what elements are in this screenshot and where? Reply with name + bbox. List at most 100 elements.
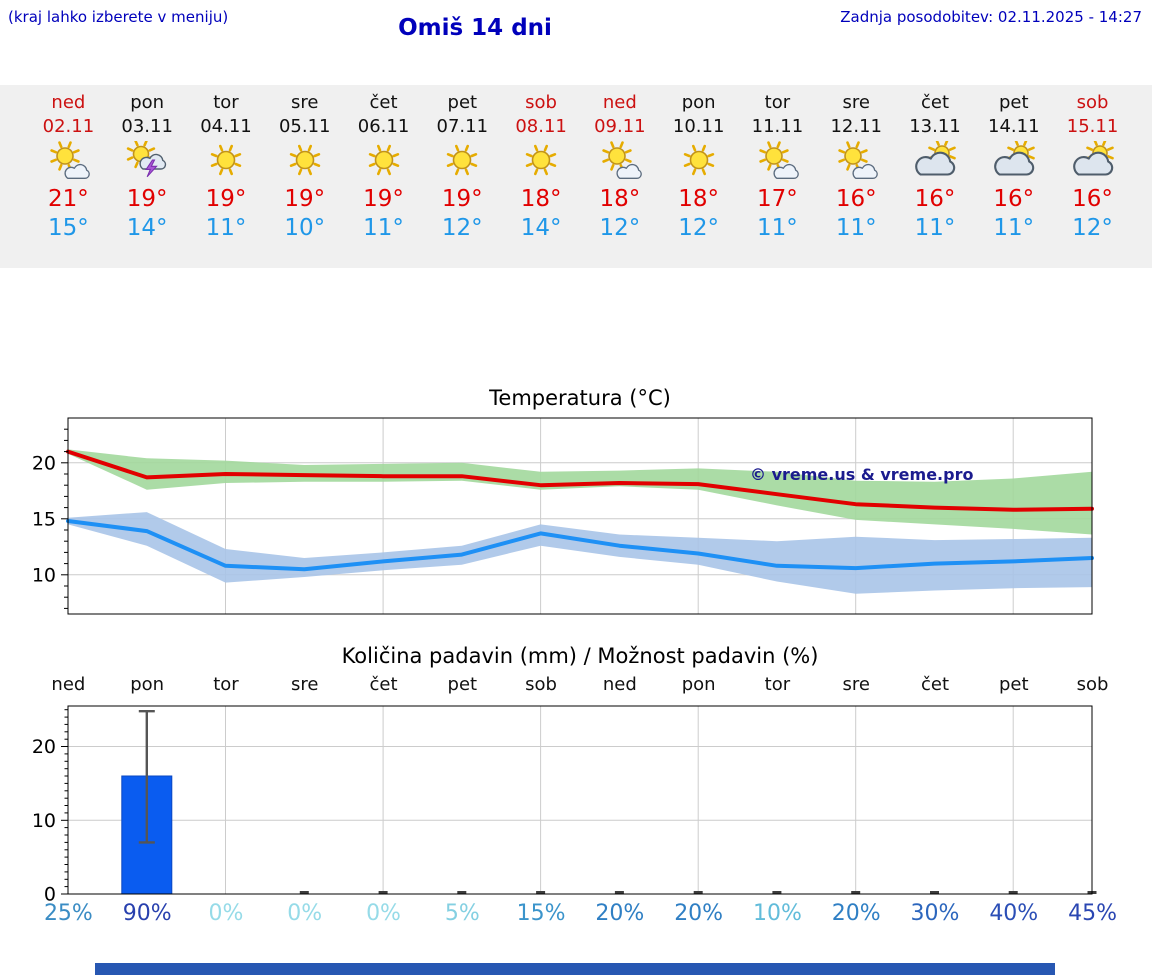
day-date: 09.11 — [594, 115, 646, 137]
day-column[interactable]: tor 04.11 19° 11° — [187, 85, 266, 268]
low-temp: 14° — [520, 215, 562, 242]
day-date: 11.11 — [751, 115, 804, 137]
cloud-sun-icon — [993, 141, 1035, 176]
precip-day-label: sre — [842, 674, 870, 695]
sun-cloud-icon — [602, 141, 642, 180]
sun-cloud-icon — [759, 141, 800, 180]
high-temp: 18° — [678, 186, 720, 213]
cloud-sun-icon — [915, 141, 956, 176]
day-strip-inner: ned 02.11 21° 15° pon 03.11 19° 14° tor 04.11 19° 1… — [29, 85, 1132, 268]
high-temp: 19° — [284, 186, 326, 213]
temperature-chart-title: Temperatura (°C) — [489, 386, 671, 410]
day-name: čet — [920, 92, 949, 113]
day-name: sre — [842, 92, 870, 113]
day-column[interactable]: ned 09.11 18° 12° — [580, 85, 659, 268]
high-temp: 18° — [520, 186, 562, 213]
day-column[interactable]: sre 12.11 16° 11° — [817, 85, 896, 268]
day-name: pon — [681, 92, 716, 113]
high-temp: 19° — [441, 186, 483, 213]
day-column[interactable]: pet 14.11 16° 11° — [974, 85, 1053, 268]
day-date: 14.11 — [988, 115, 1040, 137]
precip-prob-label: 20% — [595, 901, 645, 926]
bottom-bar — [95, 963, 1055, 975]
low-temp: 11° — [835, 215, 877, 242]
precip-day-label: pon — [130, 674, 165, 695]
precip-day-label: pon — [681, 674, 716, 695]
low-temp: 11° — [914, 215, 956, 242]
low-temp: 14° — [126, 215, 168, 242]
day-column[interactable]: čet 13.11 16° 11° — [896, 85, 975, 268]
day-name: ned — [51, 92, 86, 113]
low-temp: 11° — [757, 215, 798, 242]
precip-day-label: tor — [213, 674, 239, 695]
precip-day-label: tor — [764, 674, 791, 695]
precip-chart-title: Količina padavin (mm) / Možnost padavin … — [341, 644, 819, 668]
day-date: 12.11 — [830, 115, 882, 137]
low-temp: 10° — [284, 215, 326, 242]
day-column[interactable]: pon 10.11 18° 12° — [659, 85, 738, 268]
high-temp: 16° — [914, 186, 956, 213]
precip-day-label: sre — [291, 674, 319, 695]
precip-prob-label: 25% — [43, 901, 93, 926]
precip-prob-label: 45% — [1068, 901, 1117, 926]
menu-hint: (kraj lahko izberete v meniju) — [8, 8, 229, 26]
low-temp: 12° — [441, 215, 483, 242]
day-date: 10.11 — [672, 115, 725, 137]
precip-prob-label: 0% — [208, 901, 244, 926]
page-title: Omiš 14 dni — [398, 15, 552, 41]
precip-day-label: pet — [447, 674, 478, 695]
day-date: 02.11 — [42, 115, 95, 137]
precip-prob-label: 0% — [366, 901, 401, 926]
cloud-sun-icon — [1072, 141, 1114, 176]
day-strip: ned 02.11 21° 15° pon 03.11 19° 14° tor 04.11 19° 1… — [0, 85, 1152, 268]
high-temp: 21° — [48, 186, 89, 213]
sun-icon — [368, 144, 399, 176]
precip-prob-labels: 25% 90% 0% 0% 0% 5% 15% 20% 20% 10% 20% 30% 40% 45% — [29, 901, 1132, 926]
day-column[interactable]: pon 03.11 19° 14° — [108, 85, 187, 268]
day-date: 13.11 — [909, 115, 961, 137]
day-column[interactable]: čet 06.11 19° 11° — [344, 85, 423, 268]
day-column[interactable]: pet 07.11 19° 12° — [423, 85, 502, 268]
precip-day-label: sob — [525, 674, 557, 695]
svg-text:20: 20 — [32, 736, 56, 758]
precip-chart: 0 10 20 — [32, 705, 1097, 903]
low-temp: 11° — [993, 215, 1035, 242]
day-column[interactable]: sob 08.11 18° 14° — [502, 85, 581, 268]
precip-prob-label: 40% — [989, 901, 1039, 926]
precip-prob-label: 20% — [831, 901, 881, 926]
precip-prob-label: 15% — [516, 901, 566, 926]
svg-text:20: 20 — [32, 452, 56, 474]
day-date: 15.11 — [1066, 115, 1119, 137]
precip-day-label: ned — [602, 674, 637, 695]
high-temp: 18° — [599, 186, 641, 213]
precip-prob-label: 20% — [674, 901, 724, 926]
sun-icon — [525, 144, 557, 176]
low-temp: 12° — [678, 215, 720, 242]
day-name: pet — [447, 92, 478, 113]
day-date: 06.11 — [357, 115, 410, 137]
svg-text:15: 15 — [32, 508, 56, 530]
low-temp: 12° — [1072, 215, 1113, 242]
day-name: ned — [602, 92, 637, 113]
day-name: sob — [1076, 92, 1109, 113]
svg-text:10: 10 — [32, 564, 56, 586]
last-update: Zadnja posodobitev: 02.11.2025 - 14:27 — [840, 8, 1142, 26]
day-column[interactable]: sob 15.11 16° 12° — [1053, 85, 1132, 268]
high-temp: 16° — [835, 186, 877, 213]
sun-icon — [210, 144, 242, 176]
day-column[interactable]: ned 02.11 21° 15° — [29, 85, 108, 268]
low-temp: 12° — [599, 215, 641, 242]
precip-day-label: čet — [369, 674, 398, 695]
low-temp: 11° — [205, 215, 247, 242]
day-column[interactable]: sre 05.11 19° 10° — [265, 85, 344, 268]
high-temp: 19° — [363, 186, 404, 213]
precip-prob-label: 30% — [910, 901, 960, 926]
day-column[interactable]: tor 11.11 17° 11° — [738, 85, 817, 268]
precip-day-label: ned — [51, 674, 86, 695]
precip-prob-label: 0% — [287, 901, 323, 926]
svg-text:0: 0 — [44, 884, 56, 903]
day-name: tor — [213, 92, 239, 113]
precip-prob-label: 10% — [752, 901, 802, 926]
day-name: čet — [369, 92, 398, 113]
precip-prob-label: 5% — [444, 901, 480, 926]
